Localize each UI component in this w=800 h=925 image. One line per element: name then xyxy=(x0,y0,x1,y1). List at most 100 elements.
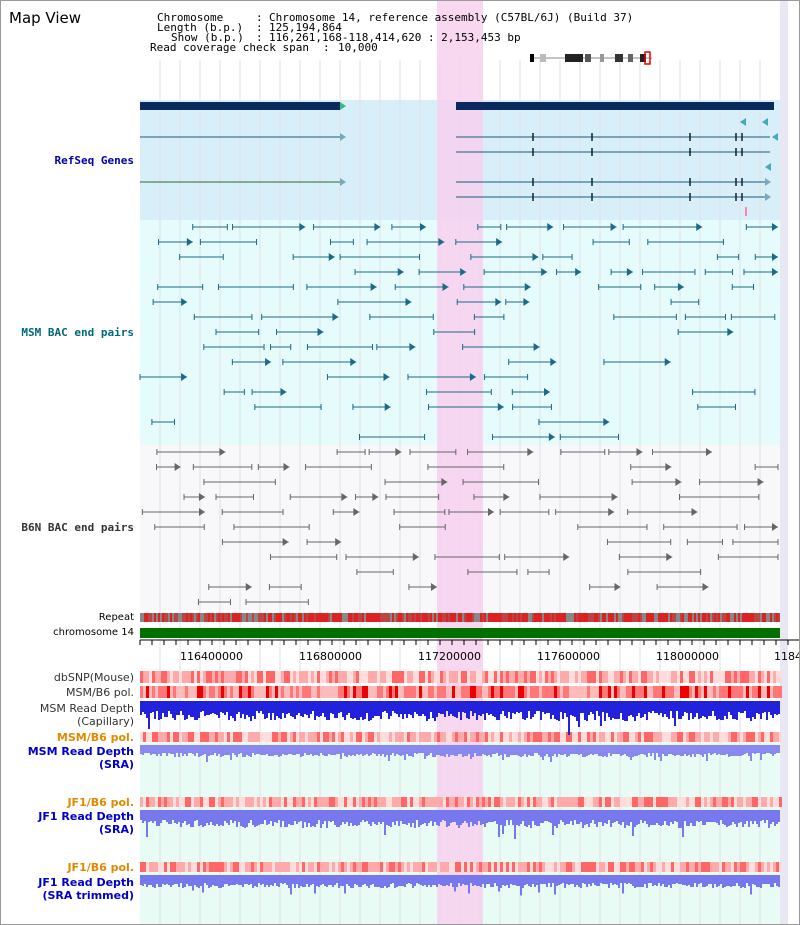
read-depth-bar xyxy=(234,701,236,721)
read-depth-bar xyxy=(310,701,312,714)
polymorphism-cell xyxy=(359,671,362,683)
read-depth-bar xyxy=(298,745,300,754)
read-depth-bar xyxy=(316,745,318,755)
polymorphism-cell xyxy=(518,686,521,698)
read-depth-bar xyxy=(746,810,748,821)
read-depth-bar xyxy=(468,810,470,827)
read-depth-bar xyxy=(600,810,602,822)
polymorphism-cell xyxy=(293,862,296,872)
read-depth-bar xyxy=(240,701,242,718)
polymorphism-cell xyxy=(602,797,605,807)
read-depth-bar xyxy=(322,810,324,824)
read-depth-bar xyxy=(674,875,676,884)
read-depth-bar xyxy=(536,745,538,753)
read-depth-bar xyxy=(576,810,578,824)
read-depth-bar xyxy=(148,875,150,885)
repeat-segment xyxy=(352,613,354,622)
repeat-segment xyxy=(528,613,530,622)
read-depth-bar xyxy=(548,875,550,883)
read-depth-bar xyxy=(386,875,388,888)
repeat-segment xyxy=(420,613,422,622)
polymorphism-cell xyxy=(608,671,611,683)
polymorphism-cell xyxy=(371,862,374,872)
polymorphism-cell xyxy=(587,732,590,742)
read-depth-bar xyxy=(630,745,632,760)
polymorphism-cell xyxy=(593,732,596,742)
read-depth-bar xyxy=(454,875,456,892)
read-depth-bar xyxy=(198,745,200,757)
read-depth-bar xyxy=(672,810,674,824)
repeat-segment xyxy=(356,613,358,622)
polymorphism-cell xyxy=(587,862,590,872)
read-depth-bar xyxy=(490,745,492,757)
polymorphism-cell xyxy=(197,671,200,683)
read-depth-bar xyxy=(356,810,358,826)
repeat-segment xyxy=(584,613,586,622)
read-depth-bar xyxy=(558,745,560,754)
polymorphism-cell xyxy=(704,862,707,872)
polymorphism-cell xyxy=(470,862,473,872)
read-depth-bar xyxy=(432,745,434,757)
repeat-segment xyxy=(248,613,250,622)
read-depth-bar xyxy=(218,701,220,718)
read-depth-bar xyxy=(148,701,150,729)
read-depth-bar xyxy=(554,745,556,754)
read-depth-bar xyxy=(262,745,264,755)
track-label-msm-bac[interactable]: MSM BAC end pairs xyxy=(21,326,134,339)
read-depth-bar xyxy=(654,745,656,760)
read-depth-bar xyxy=(500,745,502,755)
polymorphism-cell xyxy=(167,862,170,872)
read-depth-bar xyxy=(762,810,764,820)
read-depth-bar xyxy=(334,701,336,718)
repeat-segment xyxy=(142,613,144,622)
polymorphism-cell xyxy=(692,797,695,807)
track-label-msm-depth-sra-sub: (SRA) xyxy=(99,758,134,771)
polymorphism-cell xyxy=(257,797,260,807)
read-depth-bar xyxy=(416,701,418,714)
polymorphism-cell xyxy=(554,732,557,742)
read-depth-bar xyxy=(336,810,338,827)
polymorphism-cell xyxy=(218,732,221,742)
repeat-segment xyxy=(220,613,222,622)
read-depth-bar xyxy=(724,701,726,716)
read-depth-bar xyxy=(698,745,700,754)
polymorphism-cell xyxy=(287,686,290,698)
read-depth-bar xyxy=(778,745,780,753)
polymorphism-cell xyxy=(431,671,434,683)
track-label-b6n-bac[interactable]: B6N BAC end pairs xyxy=(21,521,134,534)
read-depth-bar xyxy=(214,745,216,753)
polymorphism-cell xyxy=(626,671,629,683)
read-depth-bar xyxy=(286,745,288,755)
polymorphism-cell xyxy=(299,862,302,872)
read-depth-bar xyxy=(474,810,476,824)
repeat-segment xyxy=(598,613,600,622)
read-depth-bar xyxy=(226,701,228,712)
read-depth-bar xyxy=(476,810,478,825)
repeat-segment xyxy=(190,613,192,622)
polymorphism-cell xyxy=(608,797,611,807)
polymorphism-cell xyxy=(389,671,392,683)
polymorphism-cell xyxy=(488,862,491,872)
bac-end-arrow xyxy=(675,478,682,486)
polymorphism-cell xyxy=(350,732,353,742)
read-depth-bar xyxy=(442,875,444,886)
repeat-segment xyxy=(272,613,274,622)
read-depth-bar xyxy=(232,875,234,885)
read-depth-bar xyxy=(420,875,422,885)
read-depth-bar xyxy=(716,810,718,823)
polymorphism-cell xyxy=(452,797,455,807)
polymorphism-cell xyxy=(182,862,185,872)
polymorphism-cell xyxy=(692,686,695,698)
polymorphism-cell xyxy=(488,732,491,742)
read-depth-bar xyxy=(400,701,402,714)
track-label-refseq-genes[interactable]: RefSeq Genes xyxy=(54,154,134,167)
polymorphism-cell xyxy=(353,686,356,698)
read-depth-bar xyxy=(324,875,326,886)
repeat-segment xyxy=(262,613,264,622)
polymorphism-cell xyxy=(425,671,428,683)
read-depth-bar xyxy=(514,875,516,885)
read-depth-bar xyxy=(270,810,272,821)
read-depth-bar xyxy=(604,810,606,823)
read-depth-bar xyxy=(210,810,212,822)
read-depth-bar xyxy=(474,745,476,753)
